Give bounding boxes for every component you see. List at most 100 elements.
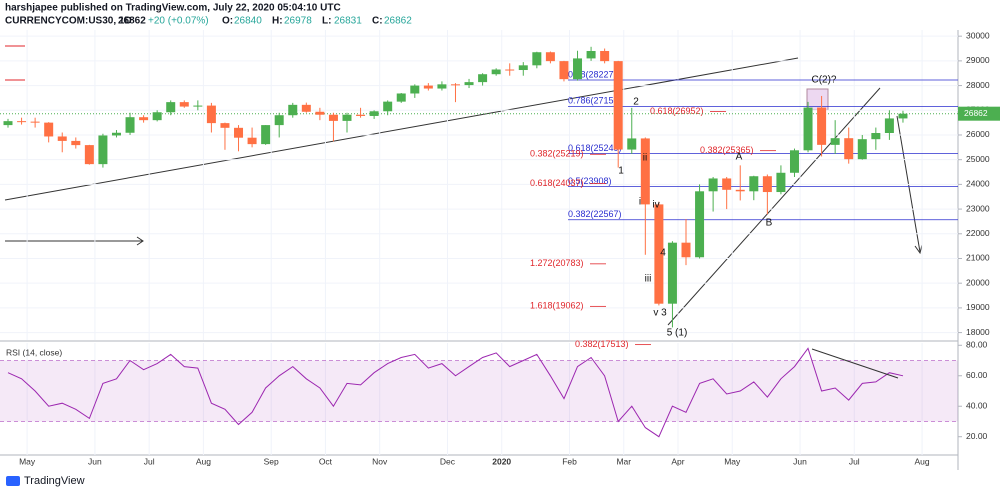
trend-line [667, 87, 881, 326]
trend-line [4, 57, 799, 201]
candle-body [844, 138, 854, 160]
candle-body [545, 52, 555, 62]
ohlc-value: 26831 [334, 16, 362, 27]
candle-body [695, 191, 705, 258]
candle-body [898, 113, 908, 119]
candle-body [640, 138, 650, 205]
fib-label: 0.5(23908) [568, 176, 612, 186]
publisher: harshjapee published on TradingView.com,… [5, 3, 341, 14]
wave-label: iv [652, 200, 659, 211]
candle-body [193, 105, 203, 107]
arrow-head [136, 236, 144, 246]
candle-body [220, 123, 230, 128]
candle-body [44, 122, 54, 137]
candle-body [410, 85, 420, 94]
candle-body [3, 121, 13, 126]
y-tick-label: 22000 [966, 228, 990, 238]
projection-label: 0.382(17513) [575, 339, 629, 349]
ohlc-label: L: [322, 16, 331, 27]
wave-label: B [766, 218, 773, 229]
x-tick-label: Aug [196, 456, 211, 466]
candle-body [261, 125, 271, 145]
candle-body [667, 242, 677, 304]
x-tick-label: Feb [562, 456, 577, 466]
candle-body [30, 121, 40, 123]
candle-body [871, 133, 881, 140]
candle-body [762, 176, 772, 193]
price-badge-label: 26862 [964, 108, 988, 118]
x-tick-label: Aug [915, 456, 930, 466]
fib-label: 0.382(22567) [568, 209, 622, 219]
projection-label: 0.618(26952) [650, 106, 704, 116]
candle-body [518, 65, 528, 71]
x-tick-label: Jun [88, 456, 102, 466]
y-tick-label: 26000 [966, 129, 990, 139]
candle-body [722, 178, 732, 190]
candle-body [139, 117, 149, 121]
rsi-tick-label: 80.00 [966, 340, 988, 350]
candle-body [627, 138, 637, 150]
y-tick-label: 28000 [966, 80, 990, 90]
candle-body [301, 104, 311, 112]
candle-body [586, 50, 596, 59]
candle-body [328, 114, 338, 121]
projection-label: 1.272(20783) [530, 258, 584, 268]
candle-body [71, 140, 81, 146]
x-tick-label: Jul [144, 456, 155, 466]
candle-body [57, 136, 67, 141]
y-tick-label: 20000 [966, 277, 990, 287]
candle-body [613, 61, 623, 150]
candle-body [125, 117, 135, 133]
y-tick-label: 18000 [966, 327, 990, 337]
candle-body [559, 61, 569, 80]
last-price: 26862 [118, 16, 146, 27]
candle-body [206, 105, 216, 124]
candle-body [396, 93, 406, 102]
candle-body [749, 176, 759, 192]
candle-body [437, 84, 447, 89]
x-tick-label: Dec [440, 456, 456, 466]
candle-body [789, 150, 799, 173]
rsi-tick-label: 60.00 [966, 370, 988, 380]
wave-label: 1 [618, 166, 624, 177]
footer: TradingView [24, 475, 85, 487]
candle-body [356, 114, 366, 116]
candle-body [600, 50, 610, 62]
ohlc-value: 26840 [234, 16, 262, 27]
candle-body [179, 102, 189, 107]
highlight-box [806, 88, 829, 111]
candle-body [423, 85, 433, 89]
candle-body [573, 58, 583, 80]
candle-body [478, 74, 488, 83]
projection-label: 0.618(24037) [530, 178, 584, 188]
x-tick-label: Nov [372, 456, 388, 466]
x-tick-label: May [724, 456, 741, 466]
candle-body [884, 118, 894, 134]
candle-body [708, 178, 718, 192]
candle-body [681, 242, 691, 258]
candle-body [166, 102, 176, 113]
y-tick-label: 19000 [966, 302, 990, 312]
candle-body [505, 69, 515, 71]
candle-body [654, 204, 664, 304]
ohlc-label: O: [222, 16, 233, 27]
candle-body [342, 114, 352, 121]
candle-body [17, 121, 27, 123]
y-tick-label: 21000 [966, 253, 990, 263]
wave-label: i [639, 197, 641, 208]
candle-body [450, 84, 460, 86]
wave-label: A [736, 152, 743, 163]
rsi-title: RSI (14, close) [6, 347, 62, 357]
price-badge [958, 106, 1000, 121]
candle-body [817, 107, 827, 145]
rsi-line [7, 347, 904, 438]
x-tick-label: 2020 [492, 456, 511, 466]
x-tick-label: Jul [849, 456, 860, 466]
change: +20 (+0.07%) [148, 16, 209, 27]
candle-body [111, 132, 121, 136]
y-tick-label: 29000 [966, 55, 990, 65]
y-tick-label: 24000 [966, 179, 990, 189]
candle-body [247, 137, 257, 145]
